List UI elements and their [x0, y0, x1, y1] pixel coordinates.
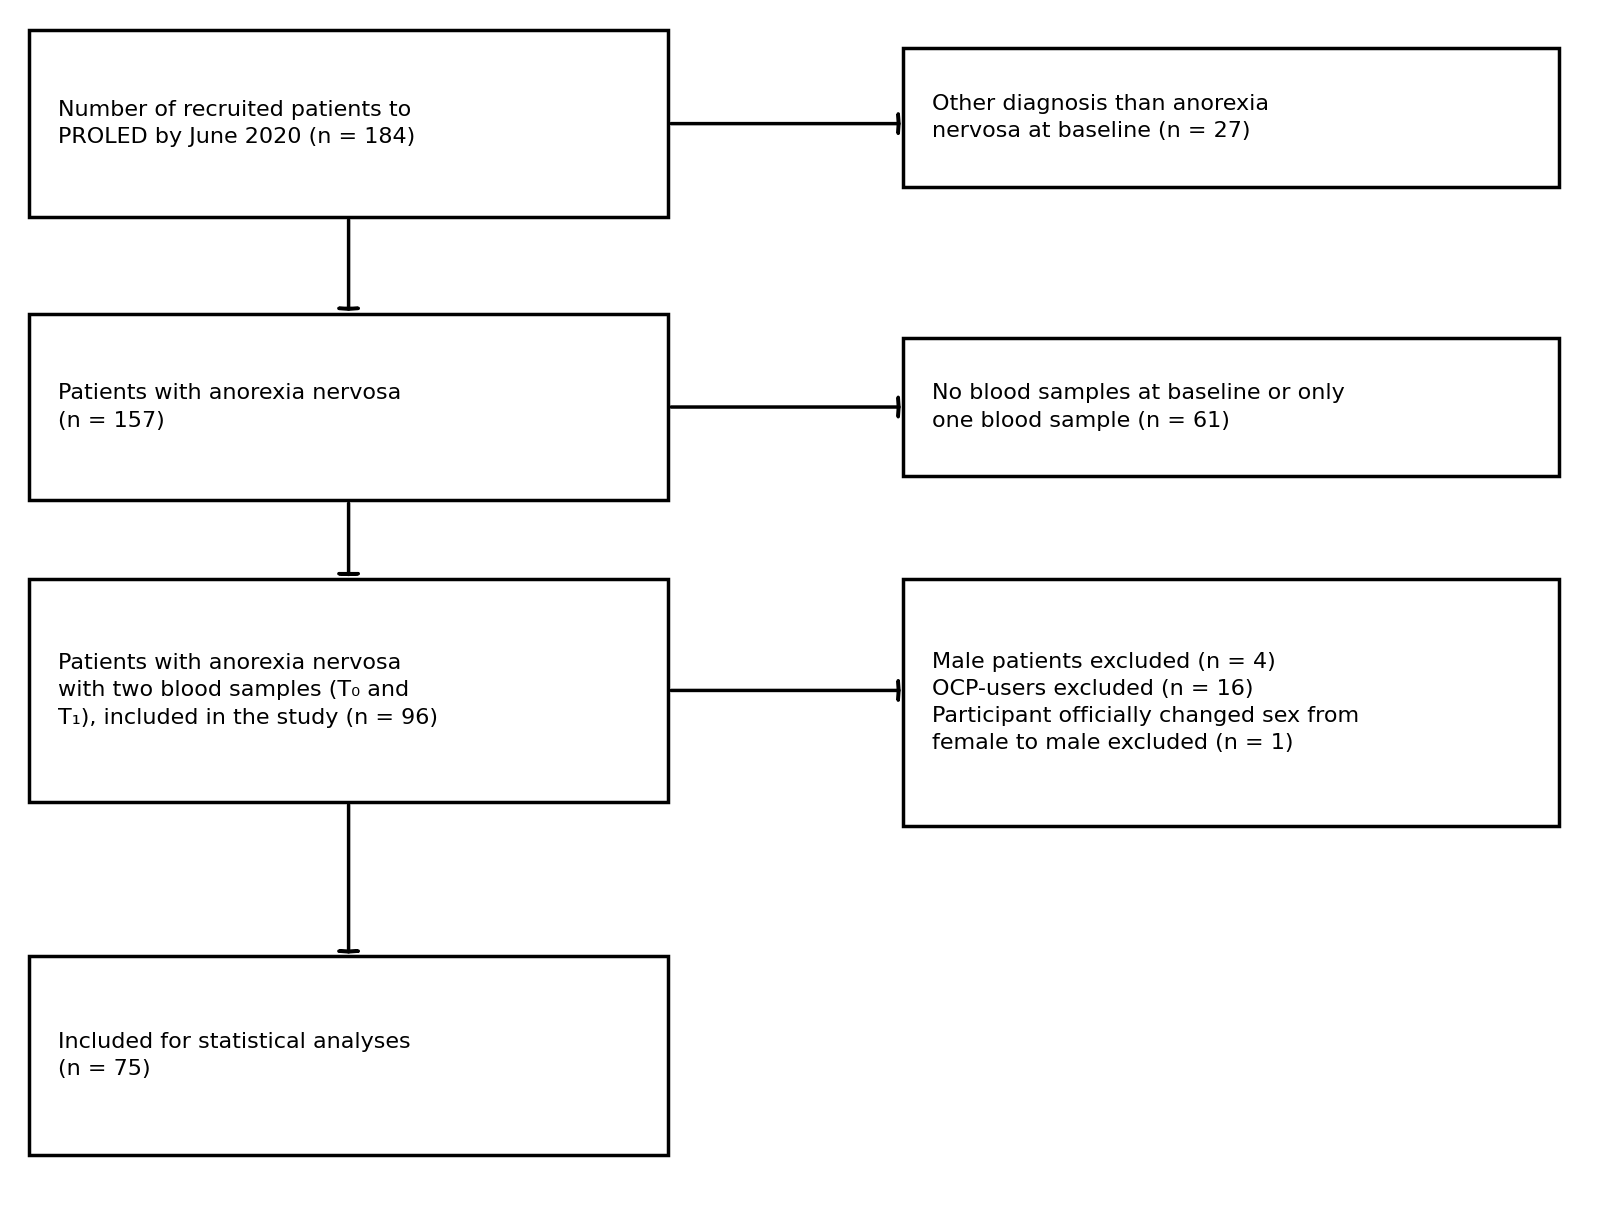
Text: Number of recruited patients to
PROLED by June 2020 (n = 184): Number of recruited patients to PROLED b… — [58, 100, 414, 147]
Bar — [29, 314, 668, 500]
Text: Male patients excluded (n = 4)
OCP-users excluded (n = 16)
Participant officiall: Male patients excluded (n = 4) OCP-users… — [932, 651, 1359, 754]
Bar — [29, 30, 668, 217]
Bar — [903, 338, 1559, 476]
Text: No blood samples at baseline or only
one blood sample (n = 61): No blood samples at baseline or only one… — [932, 384, 1345, 431]
Text: Other diagnosis than anorexia
nervosa at baseline (n = 27): Other diagnosis than anorexia nervosa at… — [932, 94, 1270, 141]
Text: Included for statistical analyses
(n = 75): Included for statistical analyses (n = 7… — [58, 1032, 411, 1079]
Bar — [29, 579, 668, 802]
Text: Patients with anorexia nervosa
(n = 157): Patients with anorexia nervosa (n = 157) — [58, 384, 401, 431]
Text: Patients with anorexia nervosa
with two blood samples (T₀ and
T₁), included in t: Patients with anorexia nervosa with two … — [58, 654, 438, 727]
Bar — [903, 48, 1559, 187]
Bar — [29, 956, 668, 1155]
Bar — [903, 579, 1559, 826]
